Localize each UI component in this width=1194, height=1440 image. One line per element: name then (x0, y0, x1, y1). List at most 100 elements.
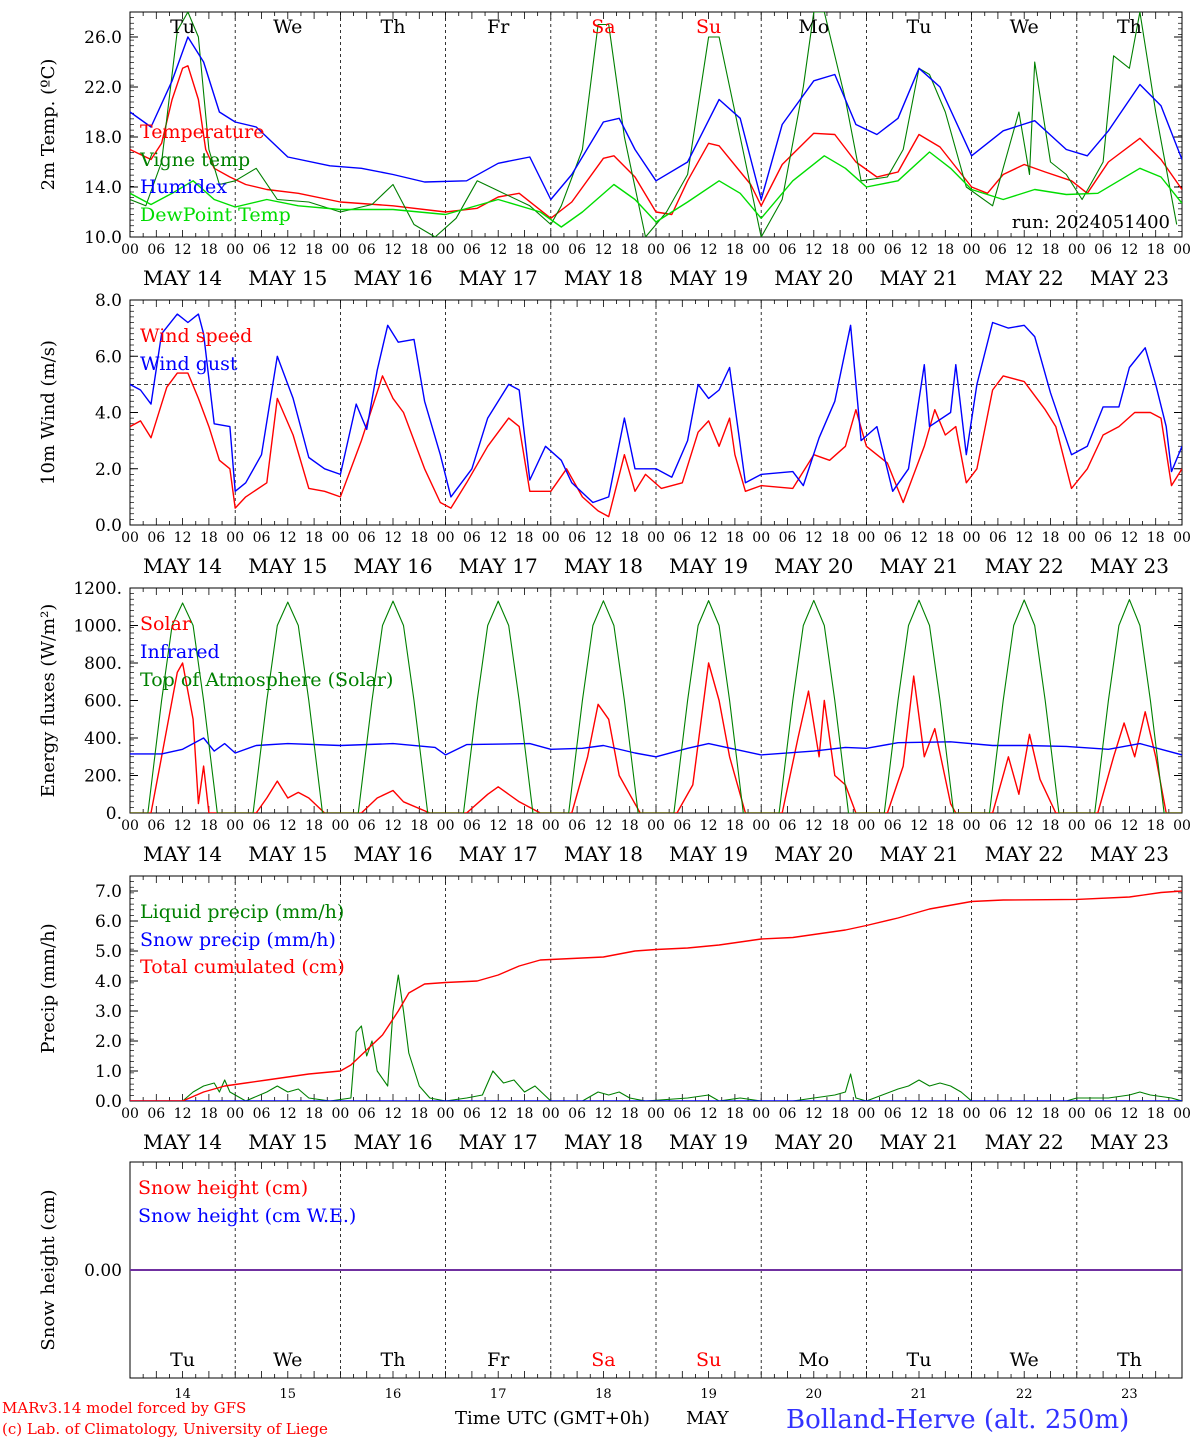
hour-label: 18 (726, 818, 744, 834)
hour-label: 12 (910, 1106, 928, 1122)
legend-entry: Top of Atmosphere (Solar) (140, 669, 393, 691)
weekday-label: Tu (170, 1349, 195, 1371)
y-tick-label: 0.00 (84, 1261, 122, 1281)
hour-label: 18 (1147, 530, 1165, 546)
hour-label: 00 (331, 1106, 349, 1122)
hour-label: 06 (989, 1106, 1007, 1122)
hour-label: 12 (489, 530, 507, 546)
hour-label: 12 (384, 1106, 402, 1122)
footer: MARv3.14 model forced by GFS (c) Lab. of… (2, 1399, 1129, 1438)
hour-label: 06 (989, 530, 1007, 546)
y-tick-label: 2.0 (95, 460, 122, 480)
legend-entry: Vigne temp (139, 149, 250, 171)
hour-label: 06 (463, 818, 481, 834)
date-label: MAY 18 (564, 554, 643, 578)
day-number-label: 14 (174, 1387, 191, 1402)
y-tick-label: 18.0 (84, 128, 122, 148)
hour-label: 00 (331, 818, 349, 834)
hour-label: 12 (384, 242, 402, 258)
hour-label: 06 (1094, 530, 1112, 546)
y-tick-label: 1.0 (95, 1062, 122, 1082)
hour-label: 06 (673, 530, 691, 546)
series-line-liquid-precip-mm-h (130, 974, 1182, 1101)
date-label: MAY 19 (669, 1130, 748, 1154)
hour-label: 00 (857, 818, 875, 834)
hour-label: 18 (621, 1106, 639, 1122)
hour-label: 00 (437, 818, 455, 834)
y-tick-label: 4.0 (95, 404, 122, 424)
hour-label: 12 (279, 530, 297, 546)
hour-label: 12 (1015, 242, 1033, 258)
hour-label: 18 (1147, 1106, 1165, 1122)
hour-label: 12 (1015, 1106, 1033, 1122)
day-number-label: 21 (911, 1387, 928, 1402)
hour-label: 00 (1068, 530, 1086, 546)
day-number-label: 15 (280, 1387, 297, 1402)
hour-label: 12 (174, 242, 192, 258)
y-tick-label: 600. (84, 692, 122, 712)
hour-label: 12 (489, 1106, 507, 1122)
hour-label: 00 (1173, 242, 1191, 258)
hour-label: 18 (936, 1106, 954, 1122)
day-number-label: 18 (595, 1387, 612, 1402)
series-group (130, 313, 1182, 518)
hour-label: 18 (621, 818, 639, 834)
date-label: MAY 21 (879, 1130, 958, 1154)
weekday-label: Su (696, 1349, 721, 1371)
hour-label: 12 (700, 530, 718, 546)
weekday-label: Fr (487, 16, 510, 38)
y-axis-label: 10m Wind (m/s) (38, 340, 59, 485)
weekday-label: We (273, 16, 302, 38)
hour-label: 00 (1068, 1106, 1086, 1122)
hour-label: 12 (489, 242, 507, 258)
date-label: MAY 20 (774, 266, 853, 290)
lab-credit: (c) Lab. of Climatology, University of L… (2, 1420, 328, 1438)
y-tick-label: 800. (84, 654, 122, 674)
hour-label: 12 (594, 818, 612, 834)
hour-label: 06 (568, 818, 586, 834)
weekday-label: Th (381, 16, 406, 38)
legend-entry: Liquid precip (mm/h) (140, 901, 344, 923)
hour-label: 12 (1015, 530, 1033, 546)
day-number-label: 22 (1016, 1387, 1033, 1402)
station-name: Bolland-Herve (alt. 250m) (786, 1405, 1129, 1435)
legend-entry: Wind speed (140, 325, 252, 347)
y-tick-label: 26.0 (84, 28, 122, 48)
legend-entry: Snow precip (mm/h) (140, 929, 336, 951)
date-label: MAY 22 (985, 554, 1064, 578)
y-tick-label: 1000. (73, 617, 122, 637)
y-tick-label: 10.0 (84, 228, 122, 248)
date-label: MAY 16 (353, 554, 432, 578)
hour-label: 00 (647, 530, 665, 546)
y-tick-label: 14.0 (84, 178, 122, 198)
hour-label: 00 (437, 1106, 455, 1122)
series-line-humidex (130, 36, 1182, 201)
hour-label: 18 (621, 242, 639, 258)
hour-label: 18 (410, 530, 428, 546)
weekday-label: Tu (907, 16, 932, 38)
hour-label: 18 (726, 242, 744, 258)
weekday-label: Fr (487, 1349, 510, 1371)
hour-label: 18 (305, 818, 323, 834)
month-label: MAY (686, 1408, 730, 1429)
y-tick-label: 200. (84, 767, 122, 787)
panel-1: 10.0 14.0 18.0 22.0 26.0 2m Temp. (ºC) Tempera… (38, 11, 1191, 290)
hour-label: 06 (253, 818, 271, 834)
hour-label: 00 (647, 1106, 665, 1122)
date-label: MAY 22 (985, 1130, 1064, 1154)
date-label: MAY 23 (1090, 842, 1169, 866)
hour-label: 00 (963, 1106, 981, 1122)
hour-label: 12 (174, 530, 192, 546)
day-number-label: 20 (806, 1387, 823, 1402)
legend-entry: Infrared (140, 641, 220, 663)
hour-label: 12 (1120, 530, 1138, 546)
day-number-label: 17 (490, 1387, 507, 1402)
legend-entry: Total cumulated (cm) (140, 956, 345, 978)
hour-label: 06 (1094, 242, 1112, 258)
day-number-label: 19 (700, 1387, 717, 1402)
y-tick-label: 2.0 (95, 1032, 122, 1052)
date-label: MAY 17 (459, 842, 538, 866)
series-line-temperature (130, 65, 1182, 219)
legend-entry: Snow height (cm) (138, 1177, 308, 1199)
